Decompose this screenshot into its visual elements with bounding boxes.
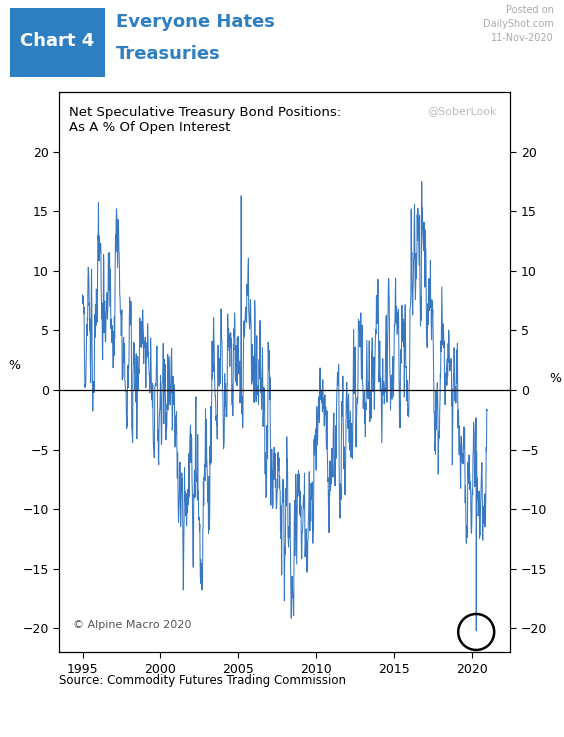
Y-axis label: %: %	[549, 372, 562, 385]
Text: Source: Commodity Futures Trading Commission: Source: Commodity Futures Trading Commis…	[59, 674, 346, 687]
Text: 11-Nov-2020: 11-Nov-2020	[491, 33, 554, 43]
Text: Posted on: Posted on	[506, 5, 554, 15]
Text: Chart 4: Chart 4	[20, 32, 94, 50]
Y-axis label: %: %	[8, 359, 20, 372]
Text: Treasuries: Treasuries	[116, 45, 221, 63]
Text: @SoberLook: @SoberLook	[428, 106, 497, 116]
Text: Net Speculative Treasury Bond Positions:
As A % Of Open Interest: Net Speculative Treasury Bond Positions:…	[69, 106, 341, 134]
FancyBboxPatch shape	[10, 8, 105, 77]
Text: Everyone Hates: Everyone Hates	[116, 13, 275, 31]
Text: © Alpine Macro 2020: © Alpine Macro 2020	[73, 620, 191, 630]
Text: DailyShot.com: DailyShot.com	[483, 19, 554, 29]
